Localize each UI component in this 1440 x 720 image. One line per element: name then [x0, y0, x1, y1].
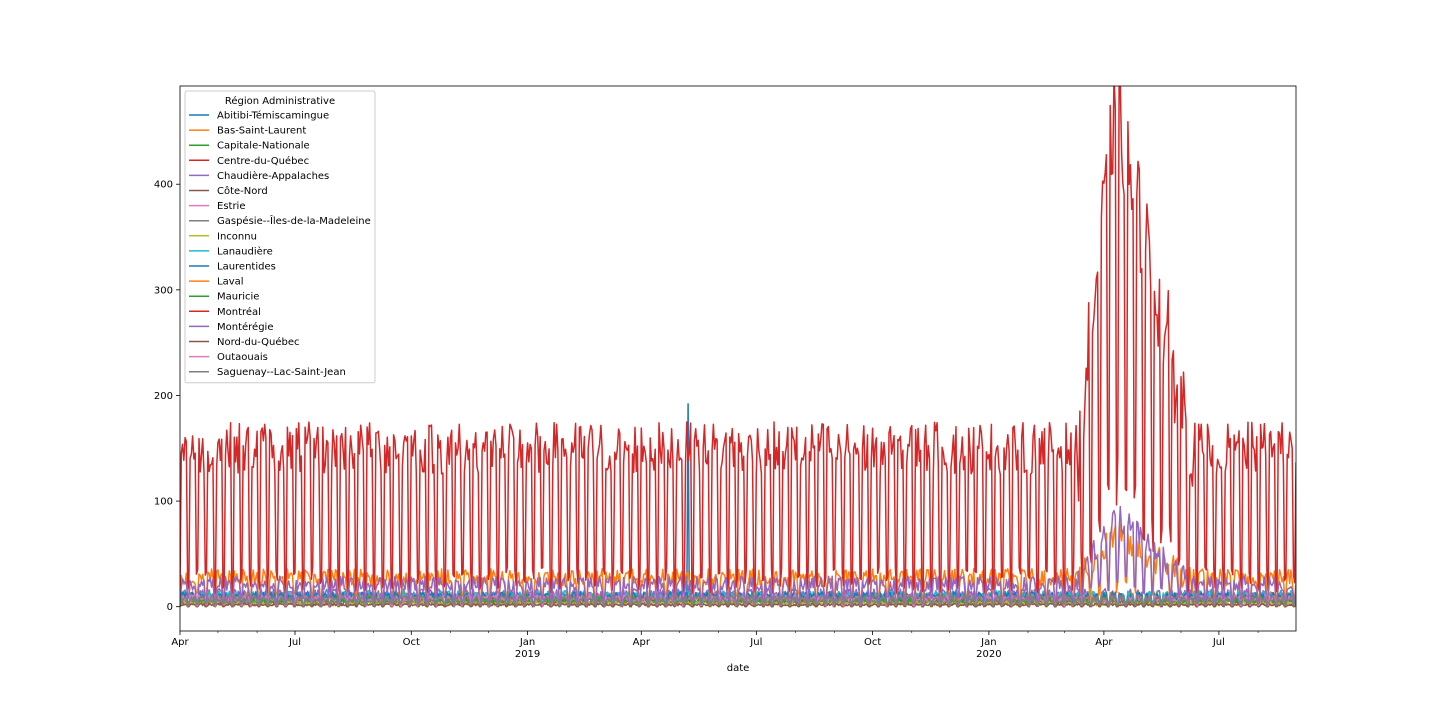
x-tick-label-1: Jul: [288, 637, 301, 648]
y-axis: 0 100 200 300 400: [154, 180, 180, 613]
x-tick-sublabel-7: 2020: [976, 649, 1001, 660]
x-tick-label-2: Oct: [403, 637, 420, 648]
x-tick-label-5: Jul: [749, 637, 762, 648]
legend-label-13: Montréal: [217, 306, 261, 318]
x-tick-label-6: Oct: [864, 637, 881, 648]
legend-label-11: Laval: [217, 277, 244, 288]
series-line-17: [180, 594, 1296, 607]
legend-label-10: Laurentides: [217, 262, 276, 273]
x-tick-label-8: Apr: [1095, 637, 1113, 648]
legend-label-16: Outaouais: [217, 352, 268, 363]
x-tick-label-4: Apr: [633, 637, 651, 648]
legend-label-0: Abitibi-Témiscamingue: [217, 110, 329, 122]
y-tick-label-2: 200: [154, 391, 173, 402]
legend-label-2: Capitale-Nationale: [217, 141, 310, 152]
legend-label-9: Lanaudière: [217, 245, 273, 257]
legend-label-12: Mauricie: [217, 292, 259, 303]
legend-label-4: Chaudière-Appalaches: [217, 170, 329, 182]
x-axis-title: date: [727, 663, 750, 674]
legend-label-17: Saguenay--Lac-Saint-Jean: [217, 367, 346, 378]
legend-label-3: Centre-du-Québec: [217, 155, 309, 167]
y-tick-label-1: 100: [154, 497, 173, 508]
legend-label-14: Montérégie: [217, 321, 273, 333]
x-tick-label-0: Apr: [171, 637, 189, 648]
legend-label-1: Bas-Saint-Laurent: [217, 126, 306, 137]
x-tick-label-3: Jan: [519, 637, 535, 648]
legend-label-6: Estrie: [217, 201, 246, 212]
x-tick-label-7: Jan: [980, 637, 996, 648]
plot-frame: [179, 85, 1297, 632]
series-layer: [180, 86, 1296, 608]
x-tick-sublabel-3: 2019: [515, 649, 540, 660]
legend: Région Administrative Abitibi-Témiscaming…: [184, 90, 376, 384]
legend-title: Région Administrative: [225, 95, 335, 107]
legend-label-7: Gaspésie--Îles-de-la-Madeleine: [217, 214, 371, 227]
series-line-13: [180, 86, 1296, 603]
legend-label-8: Inconnu: [217, 231, 257, 242]
legend-label-5: Côte-Nord: [217, 185, 268, 197]
y-tick-label-4: 400: [154, 180, 173, 191]
y-tick-label-3: 300: [154, 285, 173, 296]
y-tick-label-0: 0: [167, 602, 173, 613]
x-tick-label-9: Jul: [1212, 637, 1225, 648]
legend-label-15: Nord-du-Québec: [217, 336, 300, 348]
legend-box: [184, 90, 376, 384]
